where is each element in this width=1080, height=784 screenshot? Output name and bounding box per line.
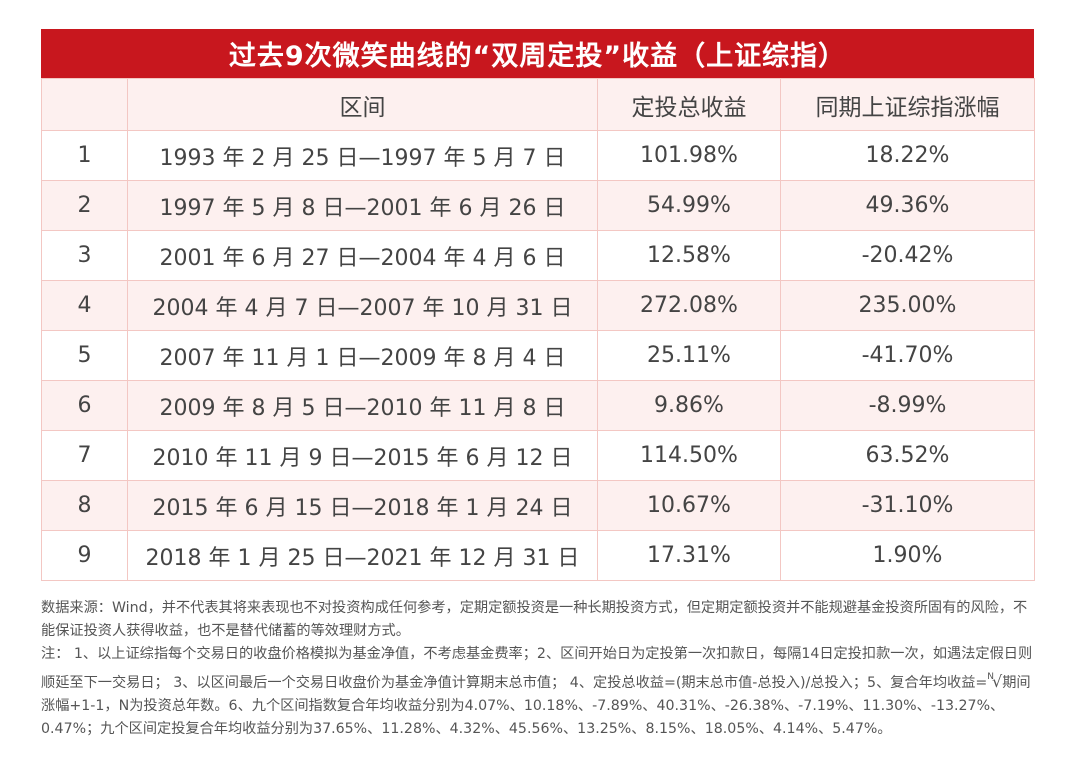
row-total-return: 114.50% <box>597 430 781 481</box>
row-index-change: -20.42% <box>780 230 1035 281</box>
row-total-return: 101.98% <box>597 130 781 181</box>
header-index <box>41 78 128 131</box>
methodology-note-part-a: 注： 1、以上证综指每个交易日的收盘价格模拟为基金净值，不考虑基金费率；2、区间… <box>41 646 1033 691</box>
row-total-return: 10.67% <box>597 480 781 531</box>
methodology-note-part-b: 期间涨幅+1-1，N为投资总年数。6、九个区间指数复合年均收益分别为4.07%、… <box>41 675 1031 737</box>
header-range: 区间 <box>127 78 598 131</box>
table-title: 过去9次微笑曲线的“双周定投”收益（上证综指） <box>41 29 1034 78</box>
row-index-change: 235.00% <box>780 280 1035 331</box>
table-row: 2 1997 年 5 月 8 日—2001 年 6 月 26 日 54.99% … <box>41 180 1035 231</box>
row-index: 8 <box>41 480 128 531</box>
table-row: 9 2018 年 1 月 25 日—2021 年 12 月 31 日 17.31… <box>41 530 1035 581</box>
row-total-return: 17.31% <box>597 530 781 581</box>
row-index-change: 63.52% <box>780 430 1035 481</box>
table-row: 4 2004 年 4 月 7 日—2007 年 10 月 31 日 272.08… <box>41 280 1035 331</box>
row-index-change: -8.99% <box>780 380 1035 431</box>
row-index-change: -41.70% <box>780 330 1035 381</box>
row-range: 2010 年 11 月 9 日—2015 年 6 月 12 日 <box>127 430 598 481</box>
row-range: 2004 年 4 月 7 日—2007 年 10 月 31 日 <box>127 280 598 331</box>
returns-table-panel: 过去9次微笑曲线的“双周定投”收益（上证综指） 区间 定投总收益 同期上证综指涨… <box>41 29 1035 581</box>
table-row: 3 2001 年 6 月 27 日—2004 年 4 月 6 日 12.58% … <box>41 230 1035 281</box>
table-row: 7 2010 年 11 月 9 日—2015 年 6 月 12 日 114.50… <box>41 430 1035 481</box>
returns-table: 区间 定投总收益 同期上证综指涨幅 1 1993 年 2 月 25 日—1997… <box>41 78 1035 581</box>
row-total-return: 54.99% <box>597 180 781 231</box>
row-index: 6 <box>41 380 128 431</box>
row-total-return: 25.11% <box>597 330 781 381</box>
header-index-change: 同期上证综指涨幅 <box>780 78 1035 131</box>
row-index-change: 1.90% <box>780 530 1035 581</box>
row-total-return: 272.08% <box>597 280 781 331</box>
footnotes: 数据来源：Wind，并不代表其将来表现也不对投资构成任何参考，定期定额投资是一种… <box>41 597 1041 741</box>
methodology-note: 注： 1、以上证综指每个交易日的收盘价格模拟为基金净值，不考虑基金费率；2、区间… <box>41 643 1041 741</box>
row-index: 1 <box>41 130 128 181</box>
row-index: 2 <box>41 180 128 231</box>
radical-icon: √ <box>992 672 1003 691</box>
row-range: 2007 年 11 月 1 日—2009 年 8 月 4 日 <box>127 330 598 381</box>
row-index: 5 <box>41 330 128 381</box>
row-range: 2018 年 1 月 25 日—2021 年 12 月 31 日 <box>127 530 598 581</box>
row-index-change: 49.36% <box>780 180 1035 231</box>
row-index: 3 <box>41 230 128 281</box>
table-header-row: 区间 定投总收益 同期上证综指涨幅 <box>41 78 1035 131</box>
row-index: 9 <box>41 530 128 581</box>
row-index-change: 18.22% <box>780 130 1035 181</box>
row-range: 2009 年 8 月 5 日—2010 年 11 月 8 日 <box>127 380 598 431</box>
table-row: 6 2009 年 8 月 5 日—2010 年 11 月 8 日 9.86% -… <box>41 380 1035 431</box>
table-row: 5 2007 年 11 月 1 日—2009 年 8 月 4 日 25.11% … <box>41 330 1035 381</box>
data-source-note: 数据来源：Wind，并不代表其将来表现也不对投资构成任何参考，定期定额投资是一种… <box>41 600 1028 639</box>
row-range: 2001 年 6 月 27 日—2004 年 4 月 6 日 <box>127 230 598 281</box>
header-total-return: 定投总收益 <box>597 78 781 131</box>
row-index: 7 <box>41 430 128 481</box>
row-index-change: -31.10% <box>780 480 1035 531</box>
row-index: 4 <box>41 280 128 331</box>
root-index: N <box>987 672 995 682</box>
table-row: 8 2015 年 6 月 15 日—2018 年 1 月 24 日 10.67%… <box>41 480 1035 531</box>
row-range: 1993 年 2 月 25 日—1997 年 5 月 7 日 <box>127 130 598 181</box>
row-total-return: 12.58% <box>597 230 781 281</box>
row-total-return: 9.86% <box>597 380 781 431</box>
row-range: 1997 年 5 月 8 日—2001 年 6 月 26 日 <box>127 180 598 231</box>
row-range: 2015 年 6 月 15 日—2018 年 1 月 24 日 <box>127 480 598 531</box>
table-row: 1 1993 年 2 月 25 日—1997 年 5 月 7 日 101.98%… <box>41 130 1035 181</box>
